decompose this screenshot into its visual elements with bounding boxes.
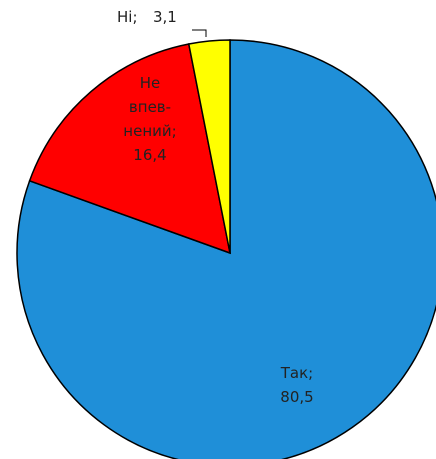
slice-category-label: Не впев-нений; xyxy=(123,74,176,140)
slice-value-label: 80,5 xyxy=(280,388,313,406)
leader-line xyxy=(192,29,207,38)
pie-slice xyxy=(16,39,436,459)
slice-category-label: Ні; xyxy=(117,8,138,26)
pie-slice xyxy=(28,43,231,255)
slice-value-label: 3,1 xyxy=(153,8,177,26)
slice-category-label: Так; xyxy=(280,364,313,382)
slice-value-label: 16,4 xyxy=(133,146,166,164)
pie-slice xyxy=(187,39,231,254)
